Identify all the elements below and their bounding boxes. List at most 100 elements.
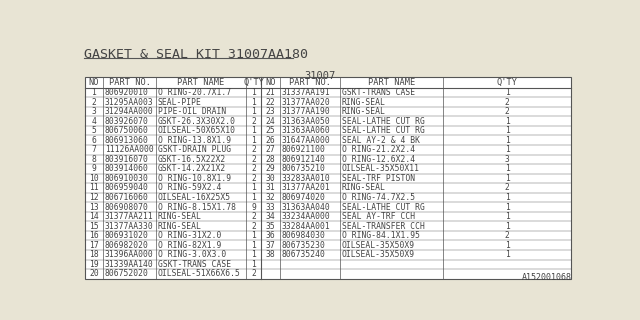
Text: 2: 2 — [92, 98, 97, 107]
Text: 12: 12 — [89, 193, 99, 202]
Text: 1: 1 — [504, 126, 509, 135]
Text: 31647AA000: 31647AA000 — [282, 136, 330, 145]
Text: 1: 1 — [504, 241, 509, 250]
Text: 806735230: 806735230 — [282, 241, 325, 250]
Text: 1: 1 — [504, 193, 509, 202]
Text: NO: NO — [266, 78, 276, 87]
Text: PART NO.: PART NO. — [109, 78, 150, 87]
Text: NO: NO — [89, 78, 99, 87]
Text: 36: 36 — [266, 231, 276, 240]
Text: GSKT-TRANS CASE: GSKT-TRANS CASE — [157, 260, 230, 269]
Text: 1: 1 — [251, 260, 256, 269]
Text: PART NO.: PART NO. — [289, 78, 331, 87]
Text: 1: 1 — [251, 98, 256, 107]
Text: 23: 23 — [266, 107, 276, 116]
Text: 30: 30 — [266, 174, 276, 183]
Text: 806974020: 806974020 — [282, 193, 325, 202]
Text: O RING-3.0X3.0: O RING-3.0X3.0 — [157, 250, 226, 259]
Text: 806982020: 806982020 — [105, 241, 148, 250]
Text: 31337AA191: 31337AA191 — [282, 88, 330, 97]
Text: 31294AA000: 31294AA000 — [105, 107, 154, 116]
Text: 11126AA000: 11126AA000 — [105, 145, 154, 154]
Text: SEAL-TRF PISTON: SEAL-TRF PISTON — [342, 174, 415, 183]
Text: 17: 17 — [89, 241, 99, 250]
Text: 1: 1 — [251, 231, 256, 240]
Text: O RING-74.7X2.5: O RING-74.7X2.5 — [342, 193, 415, 202]
Text: 1: 1 — [504, 203, 509, 212]
Text: O RING-12.6X2.4: O RING-12.6X2.4 — [342, 155, 415, 164]
Text: 806752020: 806752020 — [105, 269, 148, 278]
Text: 15: 15 — [89, 222, 99, 231]
Text: 33234AA000: 33234AA000 — [282, 212, 330, 221]
Text: OILSEAL-16X25X5: OILSEAL-16X25X5 — [157, 193, 230, 202]
Text: 31363AA040: 31363AA040 — [282, 203, 330, 212]
Text: 803926070: 803926070 — [105, 116, 148, 125]
Text: 1: 1 — [92, 88, 97, 97]
Text: 19: 19 — [89, 260, 99, 269]
Text: 1: 1 — [504, 222, 509, 231]
Text: 31363AA060: 31363AA060 — [282, 126, 330, 135]
Text: O RING-21.2X2.4: O RING-21.2X2.4 — [342, 145, 415, 154]
Text: GSKT-DRAIN PLUG: GSKT-DRAIN PLUG — [157, 145, 230, 154]
Text: 806984030: 806984030 — [282, 231, 325, 240]
Text: 2: 2 — [251, 145, 256, 154]
Text: 1: 1 — [504, 212, 509, 221]
Text: 806921100: 806921100 — [282, 145, 325, 154]
Text: 1: 1 — [504, 136, 509, 145]
Text: SEAL-LATHE CUT RG: SEAL-LATHE CUT RG — [342, 126, 425, 135]
Text: 31377AA330: 31377AA330 — [105, 222, 154, 231]
Text: O RING-8.15X1.78: O RING-8.15X1.78 — [157, 203, 236, 212]
Text: RING-SEAL: RING-SEAL — [342, 107, 386, 116]
Text: 2: 2 — [504, 183, 509, 192]
Text: 10: 10 — [89, 174, 99, 183]
Text: 27: 27 — [266, 145, 276, 154]
Bar — [84, 77, 572, 279]
Text: 806920010: 806920010 — [105, 88, 148, 97]
Text: 25: 25 — [266, 126, 276, 135]
Text: 2: 2 — [504, 107, 509, 116]
Text: 1: 1 — [504, 116, 509, 125]
Text: 34: 34 — [266, 212, 276, 221]
Text: O RING-20.7X1.7: O RING-20.7X1.7 — [157, 88, 230, 97]
Text: 22: 22 — [266, 98, 276, 107]
Text: 1: 1 — [251, 88, 256, 97]
Text: 11: 11 — [89, 183, 99, 192]
Text: 1: 1 — [251, 126, 256, 135]
Text: 2: 2 — [251, 116, 256, 125]
Text: SEAL-LATHE CUT RG: SEAL-LATHE CUT RG — [342, 116, 425, 125]
Text: 35: 35 — [266, 222, 276, 231]
Text: GASKET & SEAL KIT 31007AA180: GASKET & SEAL KIT 31007AA180 — [84, 48, 308, 60]
Text: 38: 38 — [266, 250, 276, 259]
Text: 9: 9 — [251, 203, 256, 212]
Text: 806735210: 806735210 — [282, 164, 325, 173]
Text: 1: 1 — [251, 193, 256, 202]
Text: 1: 1 — [251, 136, 256, 145]
Text: 1: 1 — [251, 241, 256, 250]
Text: SEAL AY-TRF CCH: SEAL AY-TRF CCH — [342, 212, 415, 221]
Text: RING-SEAL: RING-SEAL — [342, 98, 386, 107]
Text: RING-SEAL: RING-SEAL — [157, 212, 202, 221]
Text: 24: 24 — [266, 116, 276, 125]
Text: OILSEAL-35X50X11: OILSEAL-35X50X11 — [342, 164, 420, 173]
Text: 2: 2 — [251, 212, 256, 221]
Text: 1: 1 — [251, 183, 256, 192]
Text: 2: 2 — [251, 164, 256, 173]
Text: Q'TY: Q'TY — [243, 78, 264, 87]
Text: O RING-82X1.9: O RING-82X1.9 — [157, 241, 221, 250]
Text: 31396AA000: 31396AA000 — [105, 250, 154, 259]
Text: O RING-10.8X1.9: O RING-10.8X1.9 — [157, 174, 230, 183]
Text: GSKT-TRANS CASE: GSKT-TRANS CASE — [342, 88, 415, 97]
Text: PART NAME: PART NAME — [177, 78, 225, 87]
Text: 21: 21 — [266, 88, 276, 97]
Text: 31363AA050: 31363AA050 — [282, 116, 330, 125]
Text: 806912140: 806912140 — [282, 155, 325, 164]
Text: 31339AA140: 31339AA140 — [105, 260, 154, 269]
Text: 1: 1 — [251, 107, 256, 116]
Text: OILSEAL-50X65X10: OILSEAL-50X65X10 — [157, 126, 236, 135]
Text: SEAL AY-2 & 4 BK: SEAL AY-2 & 4 BK — [342, 136, 420, 145]
Text: 806908070: 806908070 — [105, 203, 148, 212]
Text: 7: 7 — [92, 145, 97, 154]
Text: GSKT-16.5X22X2: GSKT-16.5X22X2 — [157, 155, 226, 164]
Text: 33283AA010: 33283AA010 — [282, 174, 330, 183]
Text: 32: 32 — [266, 193, 276, 202]
